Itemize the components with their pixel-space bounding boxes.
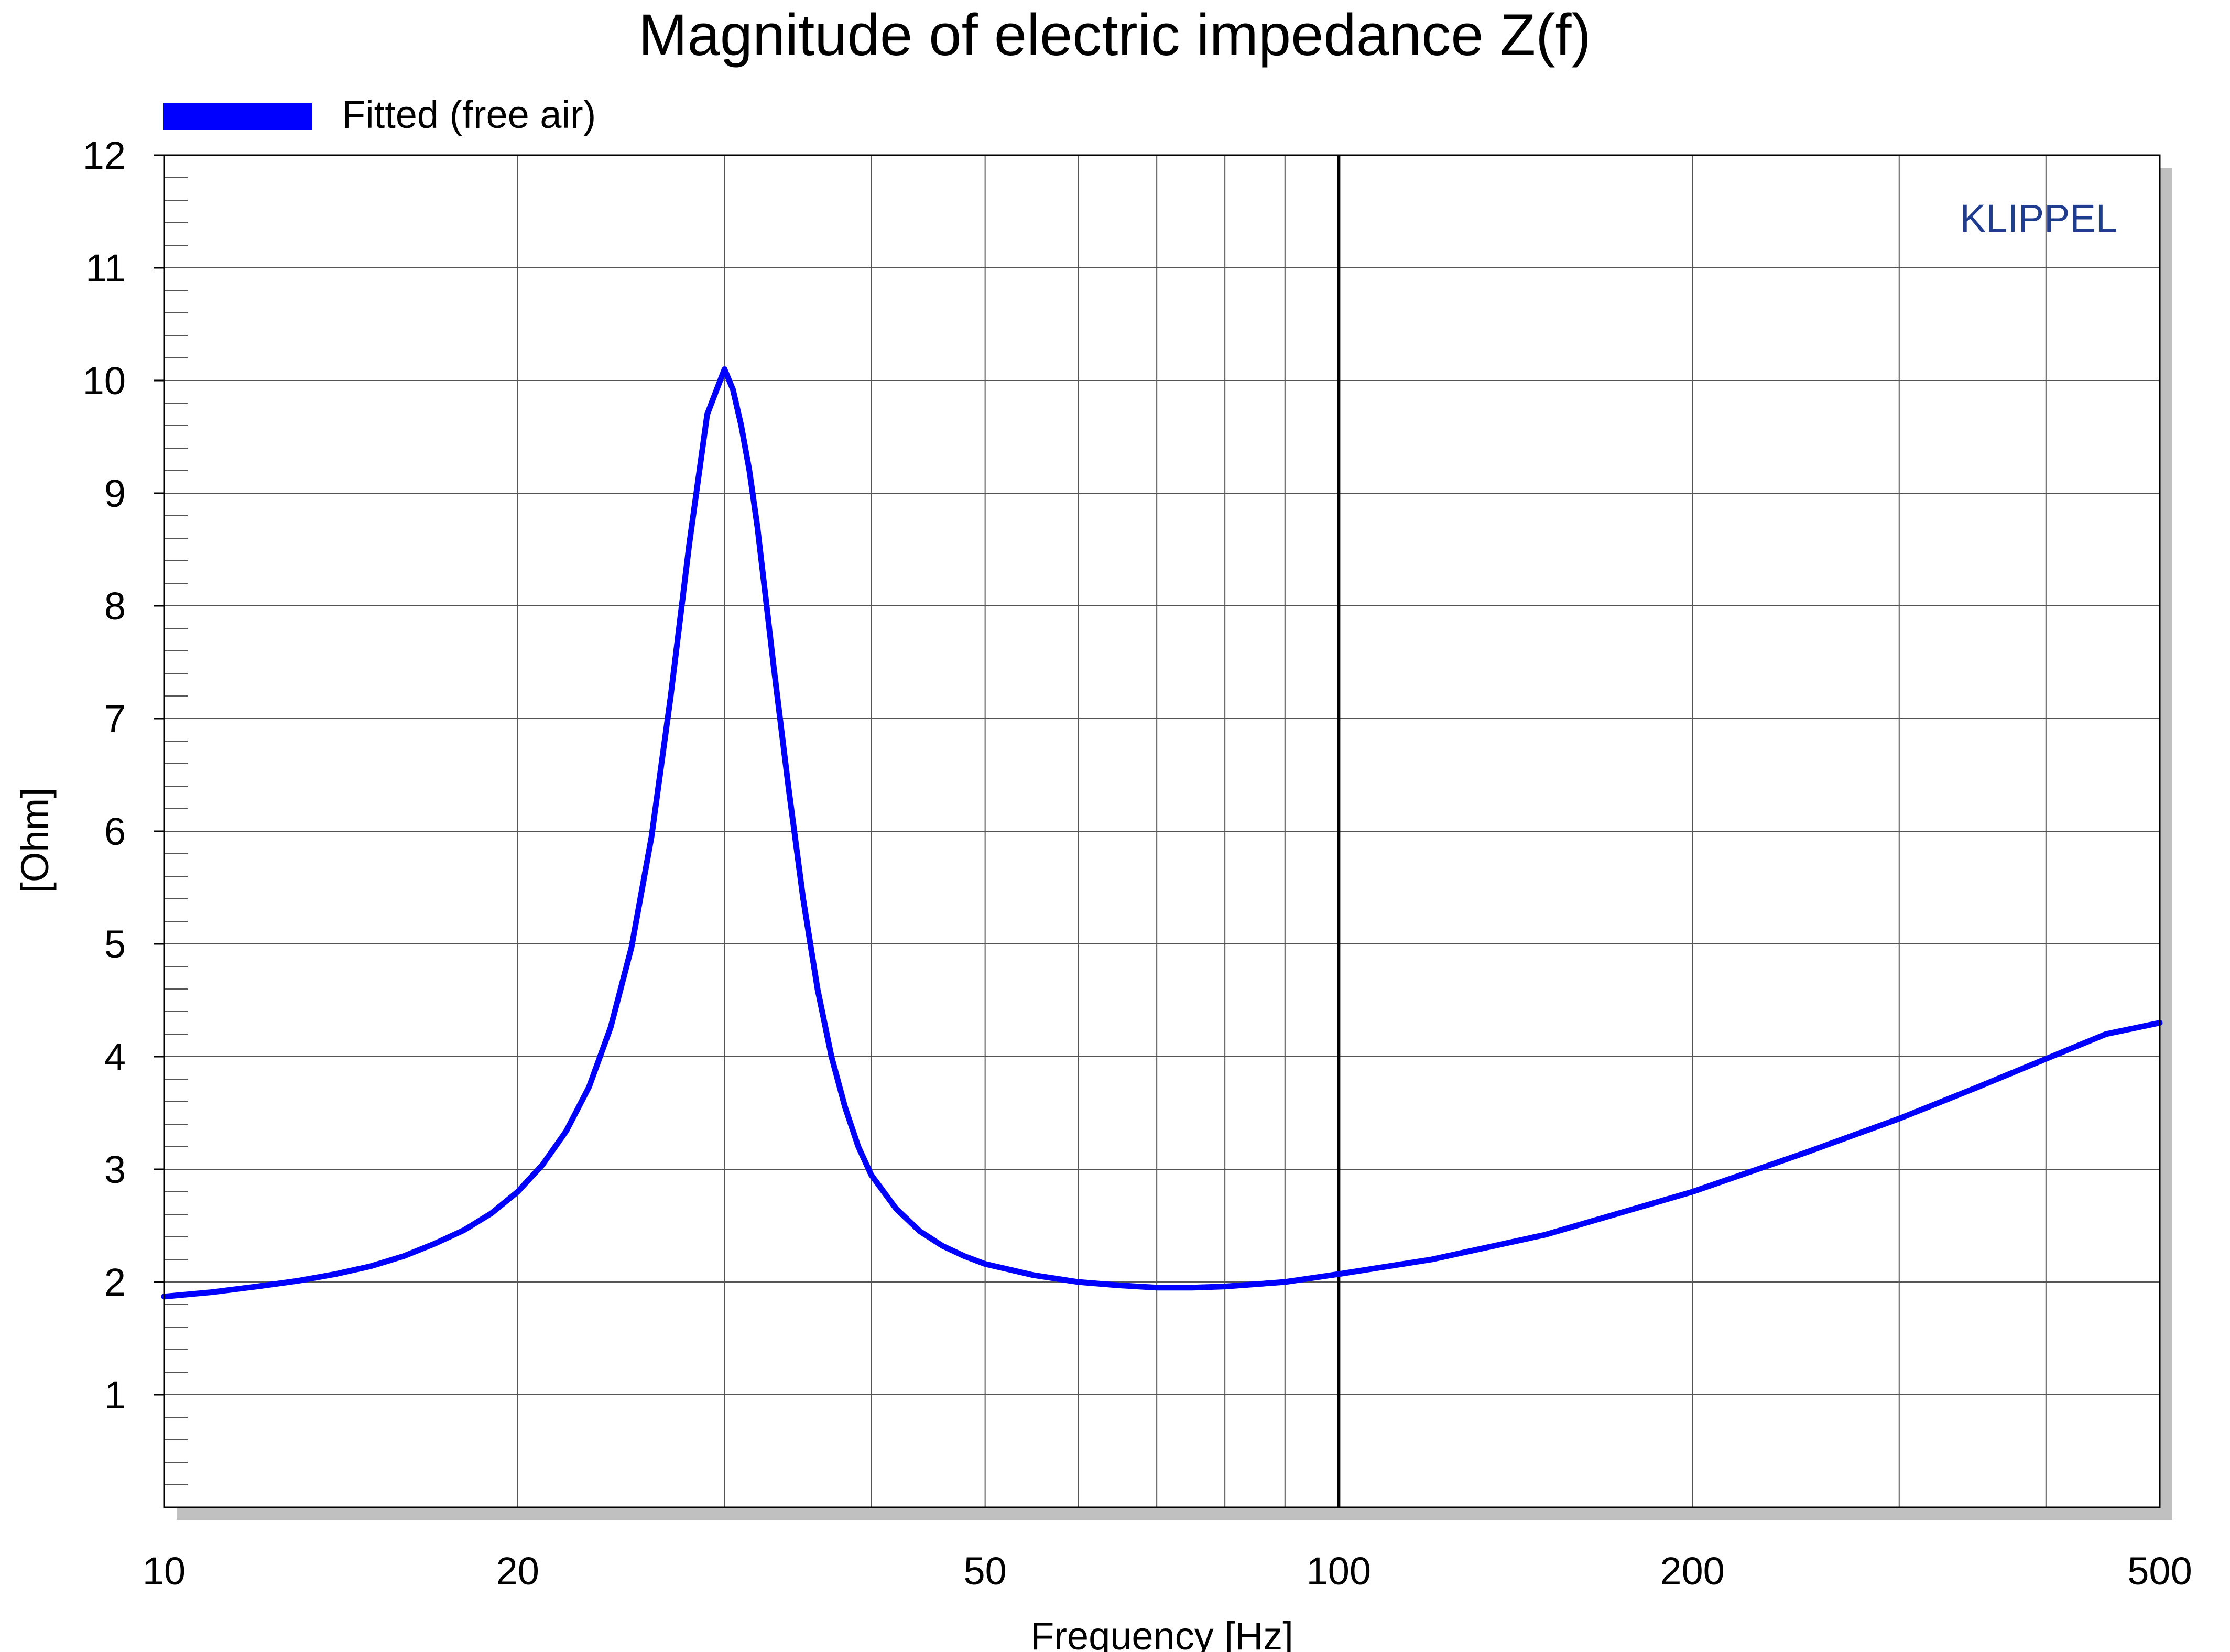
y-tick-label: 2 (104, 1260, 126, 1304)
x-tick-label: 10 (143, 1549, 186, 1593)
x-tick-label: 50 (963, 1549, 1006, 1593)
y-tick-label: 4 (104, 1035, 126, 1079)
y-tick-label: 7 (104, 697, 126, 741)
y-tick-label: 5 (104, 922, 126, 966)
y-tick-label: 9 (104, 472, 126, 515)
series-line-fitted (161, 366, 2163, 1300)
y-tick-label: 3 (104, 1148, 126, 1191)
chart-title: Magnitude of electric impedance Z(f) (638, 2, 1591, 68)
x-tick-label: 20 (496, 1549, 539, 1593)
x-tick-label: 100 (1307, 1549, 1371, 1593)
y-tick-label: 8 (104, 584, 126, 628)
y-tick-label: 10 (83, 359, 126, 403)
plot-frame (163, 154, 2161, 1508)
x-tick-labels: 10 20 50 100 200 500 (143, 1549, 2192, 1593)
y-axis-label: [Ohm] (13, 787, 57, 893)
y-tick-label: 12 (83, 134, 126, 177)
x-axis-label: Frequency [Hz] (1030, 1614, 1293, 1652)
brand-label: KLIPPEL (1960, 197, 2117, 240)
y-minor-ticks (154, 154, 188, 1485)
legend-swatch-fitted (163, 103, 312, 130)
legend-label-fitted: Fitted (free air) (342, 93, 596, 136)
series-layer (161, 366, 2163, 1300)
y-tick-label: 1 (104, 1373, 126, 1417)
y-tick-label: 11 (85, 246, 126, 290)
x-tick-label: 500 (2127, 1549, 2192, 1593)
y-tick-label: 6 (104, 810, 126, 853)
x-tick-label: 200 (1660, 1549, 1724, 1593)
